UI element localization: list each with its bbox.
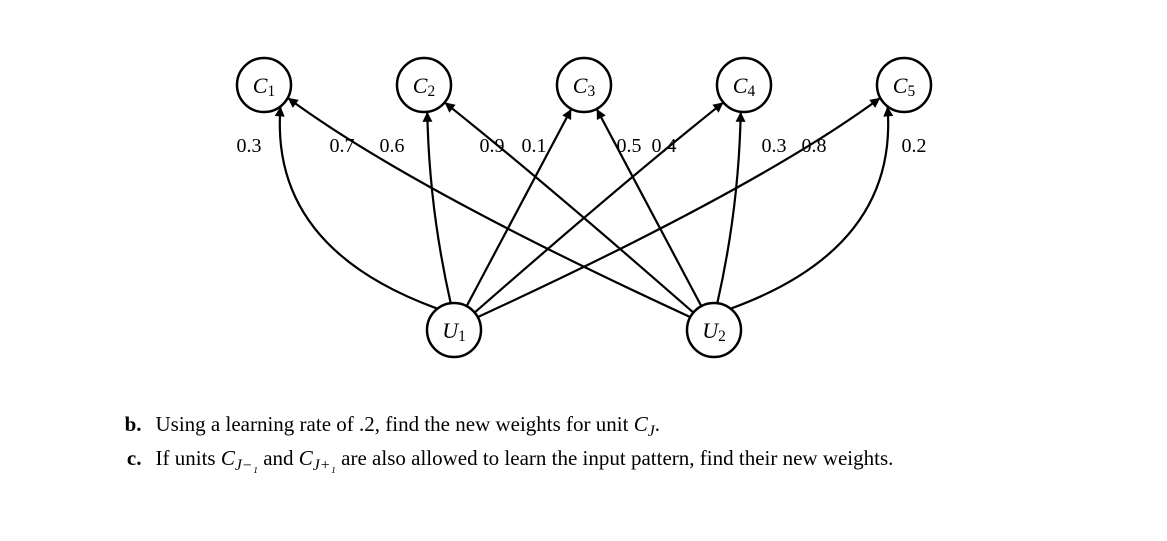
- weight-U1-C2: 0.6: [379, 135, 404, 157]
- edge-U2-C1: [287, 98, 690, 317]
- node-label-C5: C5: [892, 73, 915, 100]
- edge-U2-C2: [444, 102, 693, 312]
- item-c-post: are also allowed to learn the input patt…: [336, 446, 894, 470]
- item-b-post: .: [655, 412, 660, 436]
- item-c-body: If units CJ−₁ and CJ+₁ are also allowed …: [156, 444, 1074, 476]
- node-label-C4: C4: [732, 73, 755, 100]
- arrow-U2-C4: [735, 112, 745, 122]
- edge-U1-C5: [477, 98, 880, 317]
- network-svg: 0.3 0.6 0.1 0.4 0.8 0.7 0.9 0.5 0.3 0.2 C1 C2 C3 C4 C5…: [134, 30, 1034, 390]
- node-label-C1: C1: [252, 73, 274, 100]
- weight-U2-C1: 0.7: [329, 135, 354, 157]
- item-c-var2-sub: J+₁: [313, 458, 336, 475]
- edges-group: 0.3 0.6 0.1 0.4 0.8 0.7 0.9 0.5 0.3 0.2: [236, 98, 926, 317]
- edge-U2-C4: [717, 112, 740, 303]
- edge-U2-C3: [596, 109, 701, 306]
- weight-U1-C4: 0.4: [651, 135, 676, 157]
- arrow-U1-C2: [422, 112, 432, 122]
- edge-U1-C1: [279, 106, 437, 308]
- item-b-var-sub: J: [648, 423, 655, 440]
- node-label-U1: U1: [442, 318, 466, 345]
- weight-U2-C4: 0.3: [761, 135, 786, 157]
- node-label-U2: U2: [702, 318, 726, 345]
- weight-U2-C3: 0.5: [616, 135, 641, 157]
- nodes-group: C1 C2 C3 C4 C5 U1 U2: [237, 58, 931, 357]
- item-b-pre: Using a learning rate of .2, find the ne…: [156, 412, 634, 436]
- node-label-C3: C3: [572, 73, 595, 100]
- network-diagram: 0.3 0.6 0.1 0.4 0.8 0.7 0.9 0.5 0.3 0.2 C1 C2 C3 C4 C5…: [134, 30, 1034, 390]
- item-c-marker: c.: [94, 444, 156, 476]
- node-label-C2: C2: [412, 73, 434, 100]
- item-c-var1-letter: C: [221, 446, 235, 470]
- arrow-U2-C1: [287, 98, 298, 108]
- item-b-body: Using a learning rate of .2, find the ne…: [156, 410, 1074, 442]
- edge-U1-C4: [474, 102, 723, 312]
- weight-U1-C5: 0.8: [801, 135, 826, 157]
- edge-U1-C2: [427, 112, 450, 303]
- item-c-mid: and: [258, 446, 299, 470]
- item-c: c. If units CJ−₁ and CJ+₁ are also allow…: [94, 444, 1074, 476]
- arrow-U1-C5: [869, 98, 880, 108]
- weight-U2-C5: 0.2: [901, 135, 926, 157]
- item-b: b. Using a learning rate of .2, find the…: [94, 410, 1074, 442]
- item-b-marker: b.: [94, 410, 156, 442]
- weight-U1-C1: 0.3: [236, 135, 261, 157]
- item-c-pre: If units: [156, 446, 221, 470]
- item-c-var2-letter: C: [299, 446, 313, 470]
- item-b-var-letter: C: [634, 412, 648, 436]
- weight-U2-C2: 0.9: [479, 135, 504, 157]
- weight-U1-C3: 0.1: [521, 135, 546, 157]
- item-c-var1-sub: J−₁: [235, 458, 258, 475]
- question-text: b. Using a learning rate of .2, find the…: [94, 410, 1074, 477]
